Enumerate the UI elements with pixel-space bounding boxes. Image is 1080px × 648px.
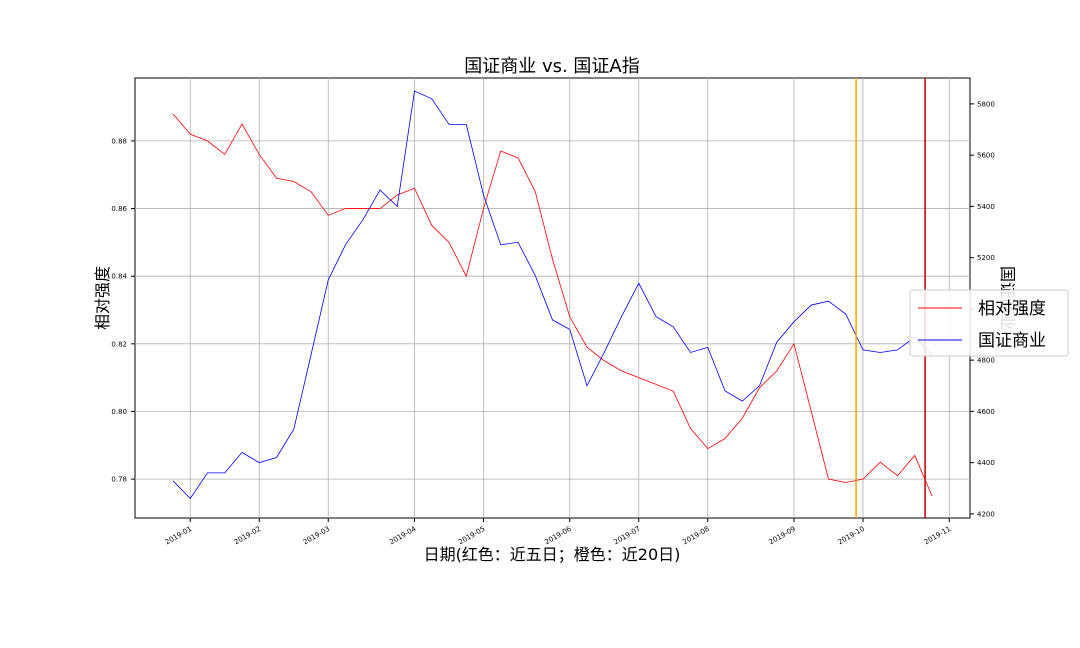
y-tick-label: 0.80: [111, 408, 127, 416]
series-line: [172, 90, 933, 500]
y2-tick-label: 5400: [977, 203, 995, 211]
x-axis-label: 日期(红色：近五日；橙色：近20日): [424, 545, 681, 564]
y-axis-label: 相对强度: [93, 266, 112, 330]
x-tick-label: 2019-09: [768, 525, 797, 547]
y2-tick-label: 5600: [977, 152, 995, 160]
x-tick-label: 2019-05: [457, 525, 486, 547]
y-tick-label: 0.88: [111, 137, 127, 145]
series-line: [172, 113, 933, 497]
x-tick-label: 2019-07: [612, 525, 641, 547]
y2-tick-label: 4600: [977, 408, 995, 416]
x-tick-label: 2019-11: [923, 525, 952, 547]
y2-tick-label: 5800: [977, 100, 995, 108]
y2-tick-label: 4400: [977, 459, 995, 467]
chart-title: 国证商业 vs. 国证A指: [464, 56, 640, 77]
x-tick-label: 2019-10: [837, 525, 866, 547]
x-tick-label: 2019-08: [681, 525, 710, 547]
legend-label: 国证商业: [978, 331, 1046, 351]
plot-layer: 0.78 0.80 0.82 0.84 0.86 0.88 4200 4400 4600 4800…: [111, 78, 995, 547]
plot-frame: [134, 77, 971, 519]
y2-tick-label: 4800: [977, 357, 995, 365]
y-tick-label: 0.84: [111, 273, 127, 281]
y-tick-label: 0.78: [111, 476, 127, 484]
legend-label: 相对强度: [978, 299, 1046, 319]
y-tick-label: 0.86: [111, 205, 127, 213]
x-tick-label: 2019-01: [164, 525, 193, 547]
x-tick-label: 2019-03: [302, 525, 331, 547]
y2-tick-label: 4200: [977, 510, 995, 518]
x-tick-label: 2019-02: [233, 525, 262, 547]
y2-tick-label: 5200: [977, 254, 995, 262]
y-tick-label: 0.82: [111, 340, 127, 348]
x-tick-label: 2019-04: [388, 525, 418, 547]
x-tick-label: 2019-06: [543, 525, 573, 547]
